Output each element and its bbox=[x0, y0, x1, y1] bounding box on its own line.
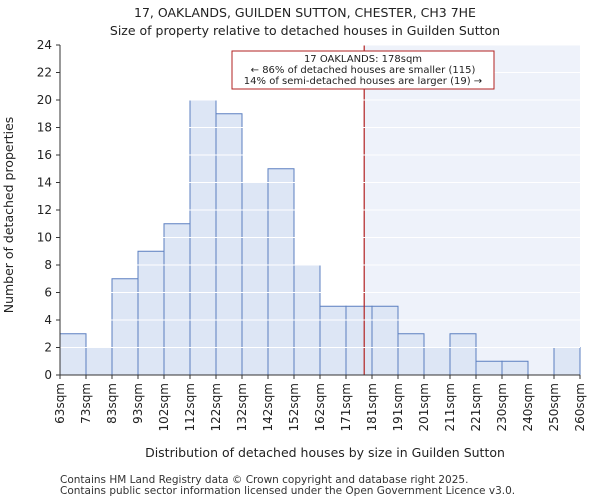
bars bbox=[59, 99, 581, 376]
bar bbox=[449, 333, 477, 376]
bar bbox=[215, 113, 243, 376]
bar bbox=[345, 305, 373, 376]
y-tick-label: 4 bbox=[44, 313, 52, 327]
x-tick-label: 122sqm bbox=[209, 383, 223, 431]
bar bbox=[59, 333, 87, 376]
x-axis-label: Distribution of detached houses by size … bbox=[145, 445, 505, 460]
y-tick-label: 0 bbox=[44, 368, 52, 382]
footer-line-2: Contains public sector information licen… bbox=[60, 485, 515, 497]
x-tick-label: 181sqm bbox=[365, 383, 379, 431]
x-tick-label: 191sqm bbox=[391, 383, 405, 431]
y-axis-label: Number of detached properties bbox=[1, 117, 16, 314]
footer-line-1: Contains HM Land Registry data © Crown c… bbox=[60, 474, 468, 486]
chart-subtitle: Size of property relative to detached ho… bbox=[110, 23, 500, 38]
y-tick-label: 22 bbox=[37, 66, 52, 80]
y-tick-label: 6 bbox=[44, 286, 52, 300]
x-tick-label: 162sqm bbox=[313, 383, 327, 431]
bar bbox=[319, 305, 347, 376]
x-tick-label: 93sqm bbox=[131, 383, 145, 424]
x-tick-label: 142sqm bbox=[261, 383, 275, 431]
annotation-box: 17 OAKLANDS: 178sqm ← 86% of detached ho… bbox=[231, 50, 495, 90]
x-tick-label: 260sqm bbox=[573, 383, 587, 431]
annotation-line-3: 14% of semi-detached houses are larger (… bbox=[244, 76, 482, 87]
bar bbox=[137, 250, 165, 376]
x-tick-label: 63sqm bbox=[53, 383, 67, 424]
x-tick-label: 240sqm bbox=[521, 383, 535, 431]
y-tick-label: 16 bbox=[37, 148, 52, 162]
bar bbox=[501, 360, 529, 376]
bar bbox=[241, 182, 269, 376]
x-tick-label: 73sqm bbox=[79, 383, 93, 424]
bar bbox=[85, 347, 113, 376]
y-tick-label: 8 bbox=[44, 258, 52, 272]
x-tick-label: 112sqm bbox=[183, 383, 197, 431]
x-tick-label: 250sqm bbox=[547, 383, 561, 431]
bar bbox=[397, 333, 425, 376]
x-tick-label: 211sqm bbox=[443, 383, 457, 431]
chart-title: 17, OAKLANDS, GUILDEN SUTTON, CHESTER, C… bbox=[134, 5, 476, 20]
bar bbox=[111, 278, 139, 376]
x-tick-label: 132sqm bbox=[235, 383, 249, 431]
bar bbox=[475, 360, 503, 376]
x-axis-ticks: 63sqm 73sqm 83sqm 93sqm 102sqm 112sqm 122sqm 13… bbox=[53, 375, 587, 431]
bar bbox=[267, 168, 295, 376]
x-tick-label: 201sqm bbox=[417, 383, 431, 431]
bar bbox=[423, 347, 451, 376]
x-tick-label: 152sqm bbox=[287, 383, 301, 431]
x-tick-label: 102sqm bbox=[157, 383, 171, 431]
x-tick-label: 221sqm bbox=[469, 383, 483, 431]
annotation-line-1: 17 OAKLANDS: 178sqm bbox=[304, 54, 422, 65]
y-tick-label: 24 bbox=[37, 38, 52, 52]
bar bbox=[553, 347, 581, 376]
x-tick-label: 171sqm bbox=[339, 383, 353, 431]
y-tick-label: 12 bbox=[37, 203, 52, 217]
y-tick-label: 18 bbox=[37, 121, 52, 135]
x-tick-label: 230sqm bbox=[495, 383, 509, 431]
annotation-border bbox=[231, 50, 495, 90]
bar bbox=[163, 223, 191, 376]
y-tick-label: 20 bbox=[37, 93, 52, 107]
y-tick-label: 2 bbox=[44, 341, 52, 355]
y-tick-label: 10 bbox=[37, 231, 52, 245]
bar bbox=[371, 305, 399, 376]
x-tick-label: 83sqm bbox=[105, 383, 119, 424]
annotation-line-2: ← 86% of detached houses are smaller (11… bbox=[251, 65, 476, 76]
y-tick-label: 14 bbox=[37, 176, 52, 190]
